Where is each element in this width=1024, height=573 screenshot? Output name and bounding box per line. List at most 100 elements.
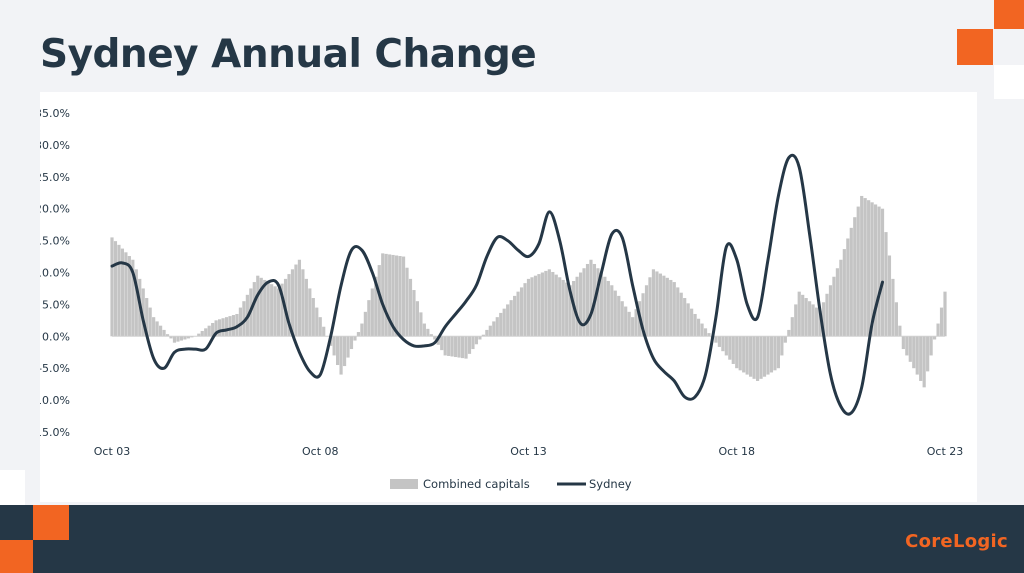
y-tick-label: 0.0% xyxy=(42,330,70,343)
bar xyxy=(318,317,322,337)
x-tick-label: Oct 18 xyxy=(718,445,755,458)
bar xyxy=(828,285,833,337)
bar xyxy=(832,276,836,337)
bar xyxy=(242,301,246,337)
bar xyxy=(877,206,881,337)
bar xyxy=(547,269,551,337)
bar xyxy=(401,256,406,337)
bar xyxy=(214,320,218,337)
bar xyxy=(738,336,742,371)
bar xyxy=(336,336,340,366)
bar xyxy=(426,328,430,337)
bar xyxy=(707,333,711,337)
bar xyxy=(502,308,506,337)
bar xyxy=(842,249,846,337)
bar xyxy=(346,336,350,358)
bar xyxy=(558,277,562,337)
bar xyxy=(460,336,465,359)
bar xyxy=(905,336,909,356)
bar xyxy=(353,336,357,341)
y-tick-label: 20.0% xyxy=(40,203,70,216)
bar xyxy=(544,270,548,337)
bar xyxy=(287,274,291,337)
bar xyxy=(565,282,569,337)
bar-series-combined-capitals xyxy=(110,195,947,388)
bar xyxy=(148,307,152,337)
bar xyxy=(749,336,753,377)
bar xyxy=(766,336,770,375)
bar xyxy=(693,313,697,337)
bar xyxy=(814,307,819,337)
bar xyxy=(790,317,794,337)
bar xyxy=(374,276,378,337)
bar xyxy=(853,217,857,337)
bar xyxy=(159,325,163,337)
bar xyxy=(849,227,853,337)
bar xyxy=(315,307,319,337)
bar xyxy=(870,202,874,337)
bar xyxy=(231,315,236,337)
bar xyxy=(641,293,645,337)
bar xyxy=(762,336,767,377)
bar xyxy=(575,276,579,337)
corner-square-decoration xyxy=(33,505,69,540)
corner-square-decoration xyxy=(0,540,33,573)
bar xyxy=(391,254,395,337)
bar xyxy=(141,288,145,337)
bar xyxy=(887,255,892,337)
bar xyxy=(342,336,347,367)
corelogic-logo: CoreLogic xyxy=(905,531,1008,552)
bar xyxy=(384,253,388,337)
bar xyxy=(620,301,624,337)
bar xyxy=(485,329,489,337)
bar xyxy=(440,336,444,351)
bar xyxy=(301,269,305,337)
bar xyxy=(370,288,374,337)
corner-square-decoration xyxy=(994,65,1024,99)
bar xyxy=(634,309,638,337)
bar xyxy=(735,336,739,369)
bar xyxy=(863,198,867,337)
bar xyxy=(280,283,284,337)
bar xyxy=(867,200,871,337)
bar xyxy=(922,336,926,388)
y-axis-ticks: 35.0% 30.0% 25.0% 20.0% 15.0% 10.0% 5.0% 0.0% -5… xyxy=(40,107,70,439)
bar xyxy=(606,281,610,337)
bar xyxy=(731,336,735,364)
chart-svg: 35.0% 30.0% 25.0% 20.0% 15.0% 10.0% 5.0% 0.0% -5… xyxy=(40,107,963,491)
bar xyxy=(297,259,302,337)
bar xyxy=(363,311,367,337)
bar xyxy=(256,275,260,337)
bar xyxy=(696,318,701,337)
bar xyxy=(742,336,746,373)
bar xyxy=(603,276,607,337)
bar xyxy=(443,336,447,356)
bar xyxy=(658,273,662,337)
bar xyxy=(464,336,468,359)
bar xyxy=(367,300,371,337)
bar xyxy=(759,336,763,379)
bar xyxy=(447,336,451,356)
bar xyxy=(797,291,801,337)
bar xyxy=(537,274,541,337)
bar xyxy=(110,237,114,337)
bar xyxy=(655,271,659,337)
bar xyxy=(690,308,694,337)
bar xyxy=(134,269,138,337)
bar xyxy=(478,336,482,340)
bar xyxy=(596,268,600,337)
bar xyxy=(183,336,187,340)
bar xyxy=(755,336,760,381)
bar xyxy=(381,253,385,337)
bar xyxy=(290,269,295,337)
bar xyxy=(523,283,527,337)
bar xyxy=(228,316,232,337)
bar xyxy=(589,259,593,337)
bar xyxy=(676,287,680,337)
bar xyxy=(513,295,517,337)
bar xyxy=(561,279,565,337)
bar xyxy=(454,336,458,358)
bar xyxy=(801,294,805,337)
bar xyxy=(405,267,409,337)
y-tick-label: 10.0% xyxy=(40,267,70,280)
